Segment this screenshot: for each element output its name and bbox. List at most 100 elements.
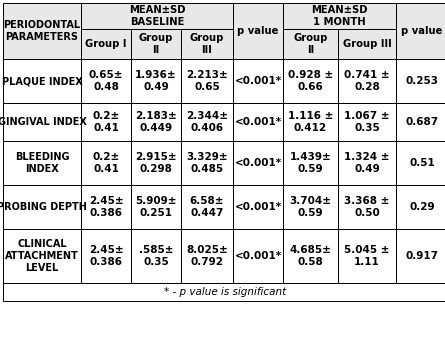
Text: 6.58±
0.447: 6.58± 0.447 — [190, 196, 224, 218]
Bar — [181, 229, 233, 283]
Bar — [396, 141, 445, 185]
Text: 2.915±
0.298: 2.915± 0.298 — [135, 152, 177, 174]
Text: 3.704±
0.59: 3.704± 0.59 — [290, 196, 332, 218]
Text: * - p value is significant: * - p value is significant — [164, 287, 287, 297]
Text: Group I: Group I — [85, 39, 127, 49]
Text: <0.001*: <0.001* — [235, 76, 282, 86]
Text: <0.001*: <0.001* — [235, 251, 282, 261]
Bar — [3, 141, 81, 185]
Bar — [131, 59, 181, 103]
Text: 0.741 ±
0.28: 0.741 ± 0.28 — [344, 70, 390, 92]
Text: 0.51: 0.51 — [409, 158, 435, 168]
Bar — [131, 103, 181, 141]
Text: BLEEDING
INDEX: BLEEDING INDEX — [15, 152, 69, 174]
Text: .585±
0.35: .585± 0.35 — [139, 245, 173, 267]
Bar — [3, 229, 81, 283]
Bar — [396, 229, 445, 283]
Text: 0.928 ±
0.66: 0.928 ± 0.66 — [288, 70, 333, 92]
Bar — [233, 141, 283, 185]
Bar — [181, 29, 233, 59]
Bar — [233, 229, 283, 283]
Bar — [81, 59, 131, 103]
Bar — [396, 103, 445, 141]
Bar — [233, 185, 283, 229]
Bar — [3, 283, 445, 301]
Bar — [81, 141, 131, 185]
Bar — [131, 29, 181, 59]
Bar — [396, 59, 445, 103]
Bar — [283, 141, 338, 185]
Text: Group
III: Group III — [190, 33, 224, 55]
Text: Group III: Group III — [343, 39, 391, 49]
Text: 0.29: 0.29 — [409, 202, 435, 212]
Text: 1.067 ±
0.35: 1.067 ± 0.35 — [344, 111, 390, 133]
Text: 2.45±
0.386: 2.45± 0.386 — [89, 245, 123, 267]
Text: 3.329±
0.485: 3.329± 0.485 — [186, 152, 228, 174]
Bar — [181, 59, 233, 103]
Text: 1.936±
0.49: 1.936± 0.49 — [135, 70, 177, 92]
Text: PLAQUE INDEX: PLAQUE INDEX — [2, 76, 82, 86]
Bar — [283, 3, 396, 29]
Text: p value: p value — [237, 26, 279, 36]
Text: 8.025±
0.792: 8.025± 0.792 — [186, 245, 228, 267]
Text: 1.116 ±
0.412: 1.116 ± 0.412 — [288, 111, 333, 133]
Bar — [283, 103, 338, 141]
Bar — [181, 103, 233, 141]
Text: Group
II: Group II — [139, 33, 173, 55]
Text: MEAN±SD
BASELINE: MEAN±SD BASELINE — [129, 5, 185, 27]
Bar — [3, 3, 81, 59]
Bar — [233, 103, 283, 141]
Bar — [283, 59, 338, 103]
Bar — [338, 29, 396, 59]
Text: PERIODONTAL
PARAMETERS: PERIODONTAL PARAMETERS — [4, 20, 81, 42]
Bar — [3, 59, 81, 103]
Text: 0.2±
0.41: 0.2± 0.41 — [93, 152, 120, 174]
Text: 3.368 ±
0.50: 3.368 ± 0.50 — [344, 196, 390, 218]
Bar — [338, 59, 396, 103]
Bar — [283, 185, 338, 229]
Bar — [233, 3, 283, 59]
Bar — [81, 103, 131, 141]
Text: 2.344±
0.406: 2.344± 0.406 — [186, 111, 228, 133]
Bar — [233, 59, 283, 103]
Bar — [131, 229, 181, 283]
Bar — [181, 185, 233, 229]
Text: <0.001*: <0.001* — [235, 117, 282, 127]
Text: 2.183±
0.449: 2.183± 0.449 — [135, 111, 177, 133]
Text: 0.253: 0.253 — [405, 76, 438, 86]
Text: MEAN±SD
1 MONTH: MEAN±SD 1 MONTH — [311, 5, 368, 27]
Text: 1.324 ±
0.49: 1.324 ± 0.49 — [344, 152, 390, 174]
Bar — [396, 185, 445, 229]
Bar — [338, 141, 396, 185]
Bar — [81, 3, 233, 29]
Text: p value: p value — [401, 26, 443, 36]
Bar — [338, 103, 396, 141]
Bar — [338, 185, 396, 229]
Bar — [3, 185, 81, 229]
Bar — [81, 185, 131, 229]
Text: GINGIVAL INDEX: GINGIVAL INDEX — [0, 117, 86, 127]
Bar — [81, 29, 131, 59]
Text: Group
II: Group II — [293, 33, 328, 55]
Bar — [338, 229, 396, 283]
Text: 0.917: 0.917 — [405, 251, 438, 261]
Text: 0.65±
0.48: 0.65± 0.48 — [89, 70, 123, 92]
Text: 0.687: 0.687 — [405, 117, 439, 127]
Bar — [131, 185, 181, 229]
Bar — [131, 141, 181, 185]
Text: 1.439±
0.59: 1.439± 0.59 — [290, 152, 332, 174]
Text: PROBING DEPTH: PROBING DEPTH — [0, 202, 87, 212]
Bar — [396, 3, 445, 59]
Text: 2.45±
0.386: 2.45± 0.386 — [89, 196, 123, 218]
Bar — [181, 141, 233, 185]
Text: 5.909±
0.251: 5.909± 0.251 — [135, 196, 177, 218]
Text: 0.2±
0.41: 0.2± 0.41 — [93, 111, 120, 133]
Text: <0.001*: <0.001* — [235, 202, 282, 212]
Text: CLINICAL
ATTACHMENT
LEVEL: CLINICAL ATTACHMENT LEVEL — [5, 239, 79, 273]
Bar — [3, 103, 81, 141]
Bar — [283, 229, 338, 283]
Text: 5.045 ±
1.11: 5.045 ± 1.11 — [344, 245, 390, 267]
Text: 2.213±
0.65: 2.213± 0.65 — [186, 70, 228, 92]
Text: 4.685±
0.58: 4.685± 0.58 — [290, 245, 332, 267]
Bar — [283, 29, 338, 59]
